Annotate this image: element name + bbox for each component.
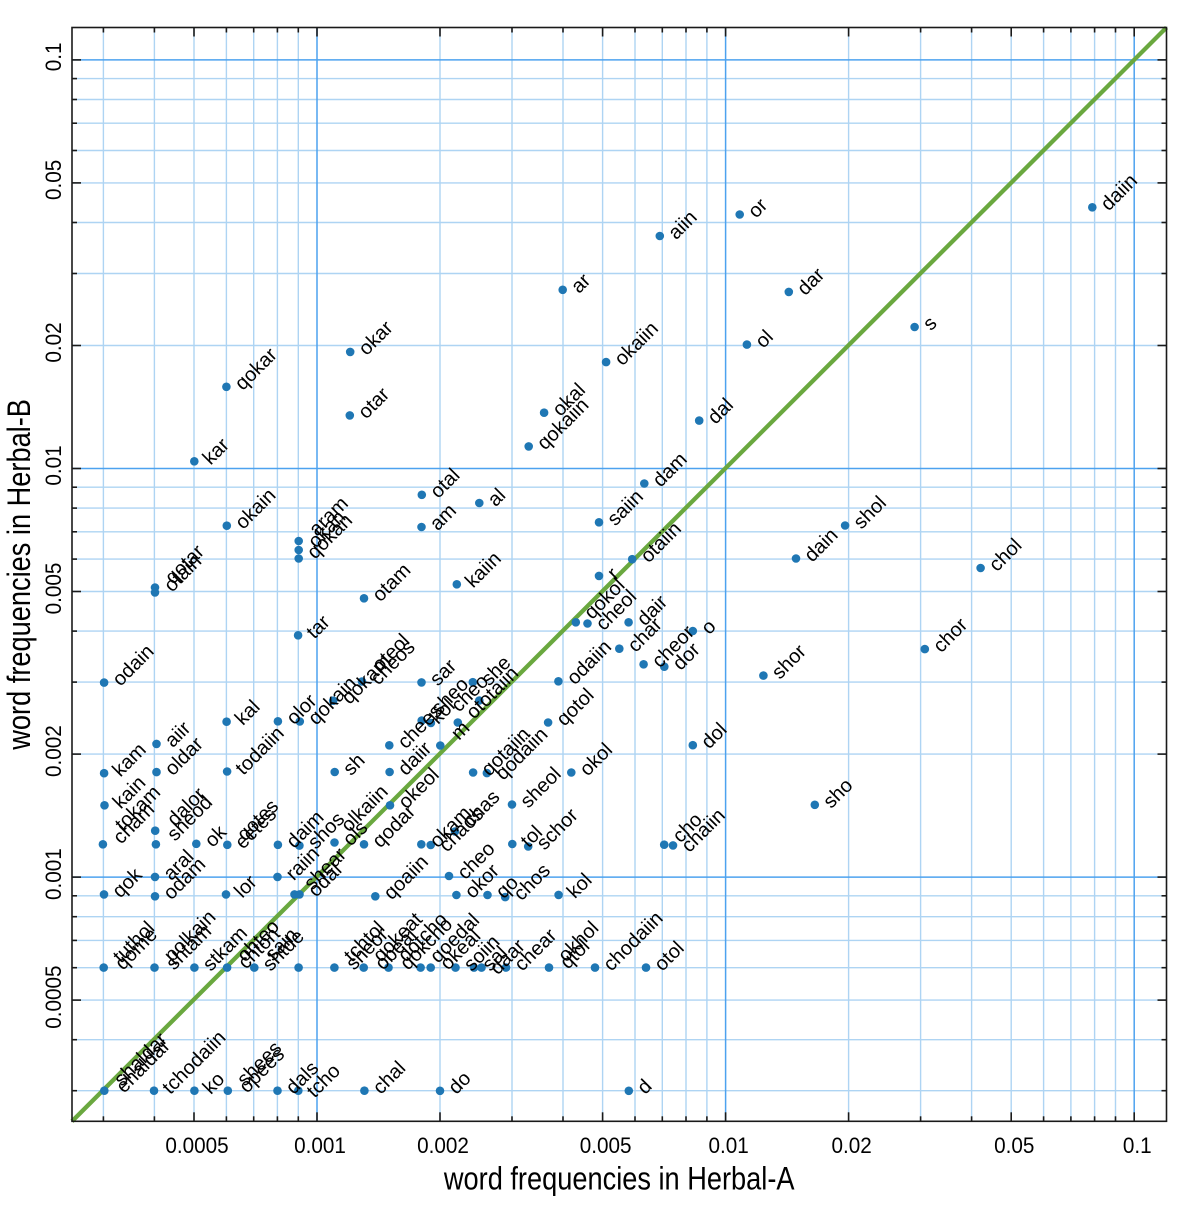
svg-text:0.05: 0.05 (994, 1132, 1034, 1158)
svg-text:word frequencies in Herbal-B: word frequencies in Herbal-B (2, 399, 38, 751)
svg-text:0.0005: 0.0005 (40, 965, 66, 1028)
svg-text:0.05: 0.05 (40, 160, 66, 200)
svg-text:0.002: 0.002 (40, 725, 66, 777)
svg-text:0.005: 0.005 (580, 1132, 632, 1158)
svg-text:0.002: 0.002 (417, 1132, 469, 1158)
svg-text:0.02: 0.02 (40, 322, 66, 362)
svg-text:0.1: 0.1 (1123, 1132, 1152, 1158)
svg-text:0.001: 0.001 (40, 848, 66, 900)
svg-text:0.01: 0.01 (708, 1132, 748, 1158)
svg-text:0.005: 0.005 (40, 563, 66, 615)
svg-text:0.02: 0.02 (831, 1132, 871, 1158)
svg-text:word frequencies in Herbal-A: word frequencies in Herbal-A (443, 1161, 795, 1197)
svg-text:0.01: 0.01 (40, 445, 66, 485)
svg-text:0.1: 0.1 (40, 43, 66, 72)
svg-text:0.001: 0.001 (294, 1132, 346, 1158)
svg-text:0.0005: 0.0005 (165, 1132, 228, 1158)
